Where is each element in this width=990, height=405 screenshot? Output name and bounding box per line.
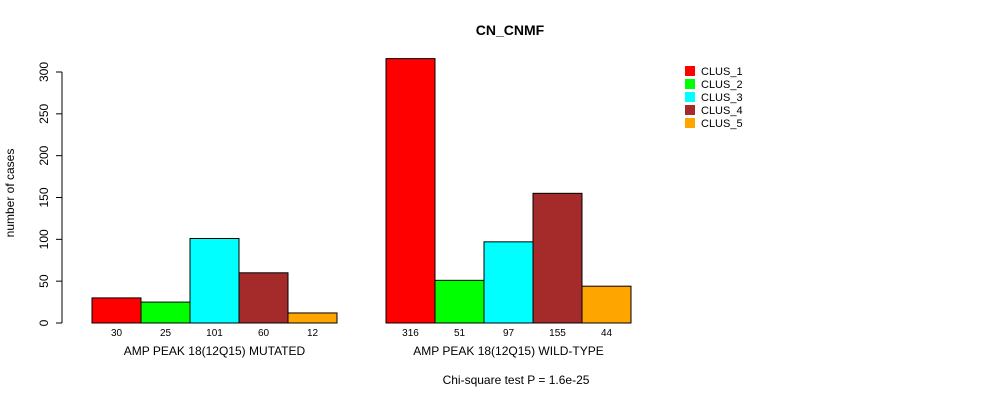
legend-label-clus_4: CLUS_4 xyxy=(701,105,743,117)
bar-wild-type-clus_3 xyxy=(483,241,534,324)
legend-swatch-clus_5 xyxy=(685,118,695,128)
y-tick-label-300: 300 xyxy=(37,62,51,82)
legend-swatch-clus_4 xyxy=(685,105,695,115)
group-label-wild-type: AMP PEAK 18(12Q15) WILD-TYPE xyxy=(413,344,604,358)
chart-title: CN_CNMF xyxy=(476,22,545,38)
chi-square-footnote: Chi-square test P = 1.6e-25 xyxy=(443,373,590,387)
bars xyxy=(91,58,632,324)
bar-mutated-clus_1 xyxy=(91,297,142,324)
bar-count-label: 25 xyxy=(160,328,172,339)
legend-swatch-clus_2 xyxy=(685,79,695,89)
y-axis: 0 50 100 150 200 250 300 xyxy=(37,62,63,326)
bar-count-label: 51 xyxy=(454,328,466,339)
y-tick-label-0: 0 xyxy=(37,319,51,326)
bar-wild-type-clus_4 xyxy=(532,192,583,324)
bar-count-label: 60 xyxy=(258,328,270,339)
bar-count-label: 155 xyxy=(549,328,566,339)
bar-wild-type-clus_5 xyxy=(581,285,632,324)
y-tick-label-250: 250 xyxy=(37,104,51,124)
y-tick-label-150: 150 xyxy=(37,187,51,207)
bar-count-label: 44 xyxy=(601,328,613,339)
bar-mutated-clus_5 xyxy=(287,312,338,324)
legend-swatch-clus_1 xyxy=(685,66,695,76)
y-axis-label: number of cases xyxy=(3,149,17,238)
bar-labels: 30 25 101 60 12 316 51 97 155 44 xyxy=(111,328,613,339)
group-label-mutated: AMP PEAK 18(12Q15) MUTATED xyxy=(124,344,306,358)
legend-label-clus_3: CLUS_3 xyxy=(701,92,743,104)
legend-label-clus_1: CLUS_1 xyxy=(701,66,743,78)
bar-mutated-clus_4 xyxy=(238,272,289,324)
y-tick-label-50: 50 xyxy=(37,274,51,288)
group-labels: AMP PEAK 18(12Q15) MUTATED AMP PEAK 18(12… xyxy=(124,344,604,358)
legend-swatch-clus_3 xyxy=(685,92,695,102)
bar-count-label: 101 xyxy=(206,328,223,339)
bar-mutated-clus_3 xyxy=(189,237,240,324)
bar-count-label: 12 xyxy=(307,328,319,339)
bar-wild-type-clus_1 xyxy=(385,58,436,324)
y-tick-label-100: 100 xyxy=(37,229,51,249)
bar-count-label: 97 xyxy=(503,328,515,339)
bar-mutated-clus_2 xyxy=(140,301,191,324)
bar-count-label: 30 xyxy=(111,328,123,339)
bar-wild-type-clus_2 xyxy=(434,279,485,324)
legend-label-clus_5: CLUS_5 xyxy=(701,118,743,130)
bar-count-label: 316 xyxy=(402,328,419,339)
legend-label-clus_2: CLUS_2 xyxy=(701,79,743,91)
y-tick-label-200: 200 xyxy=(37,145,51,165)
